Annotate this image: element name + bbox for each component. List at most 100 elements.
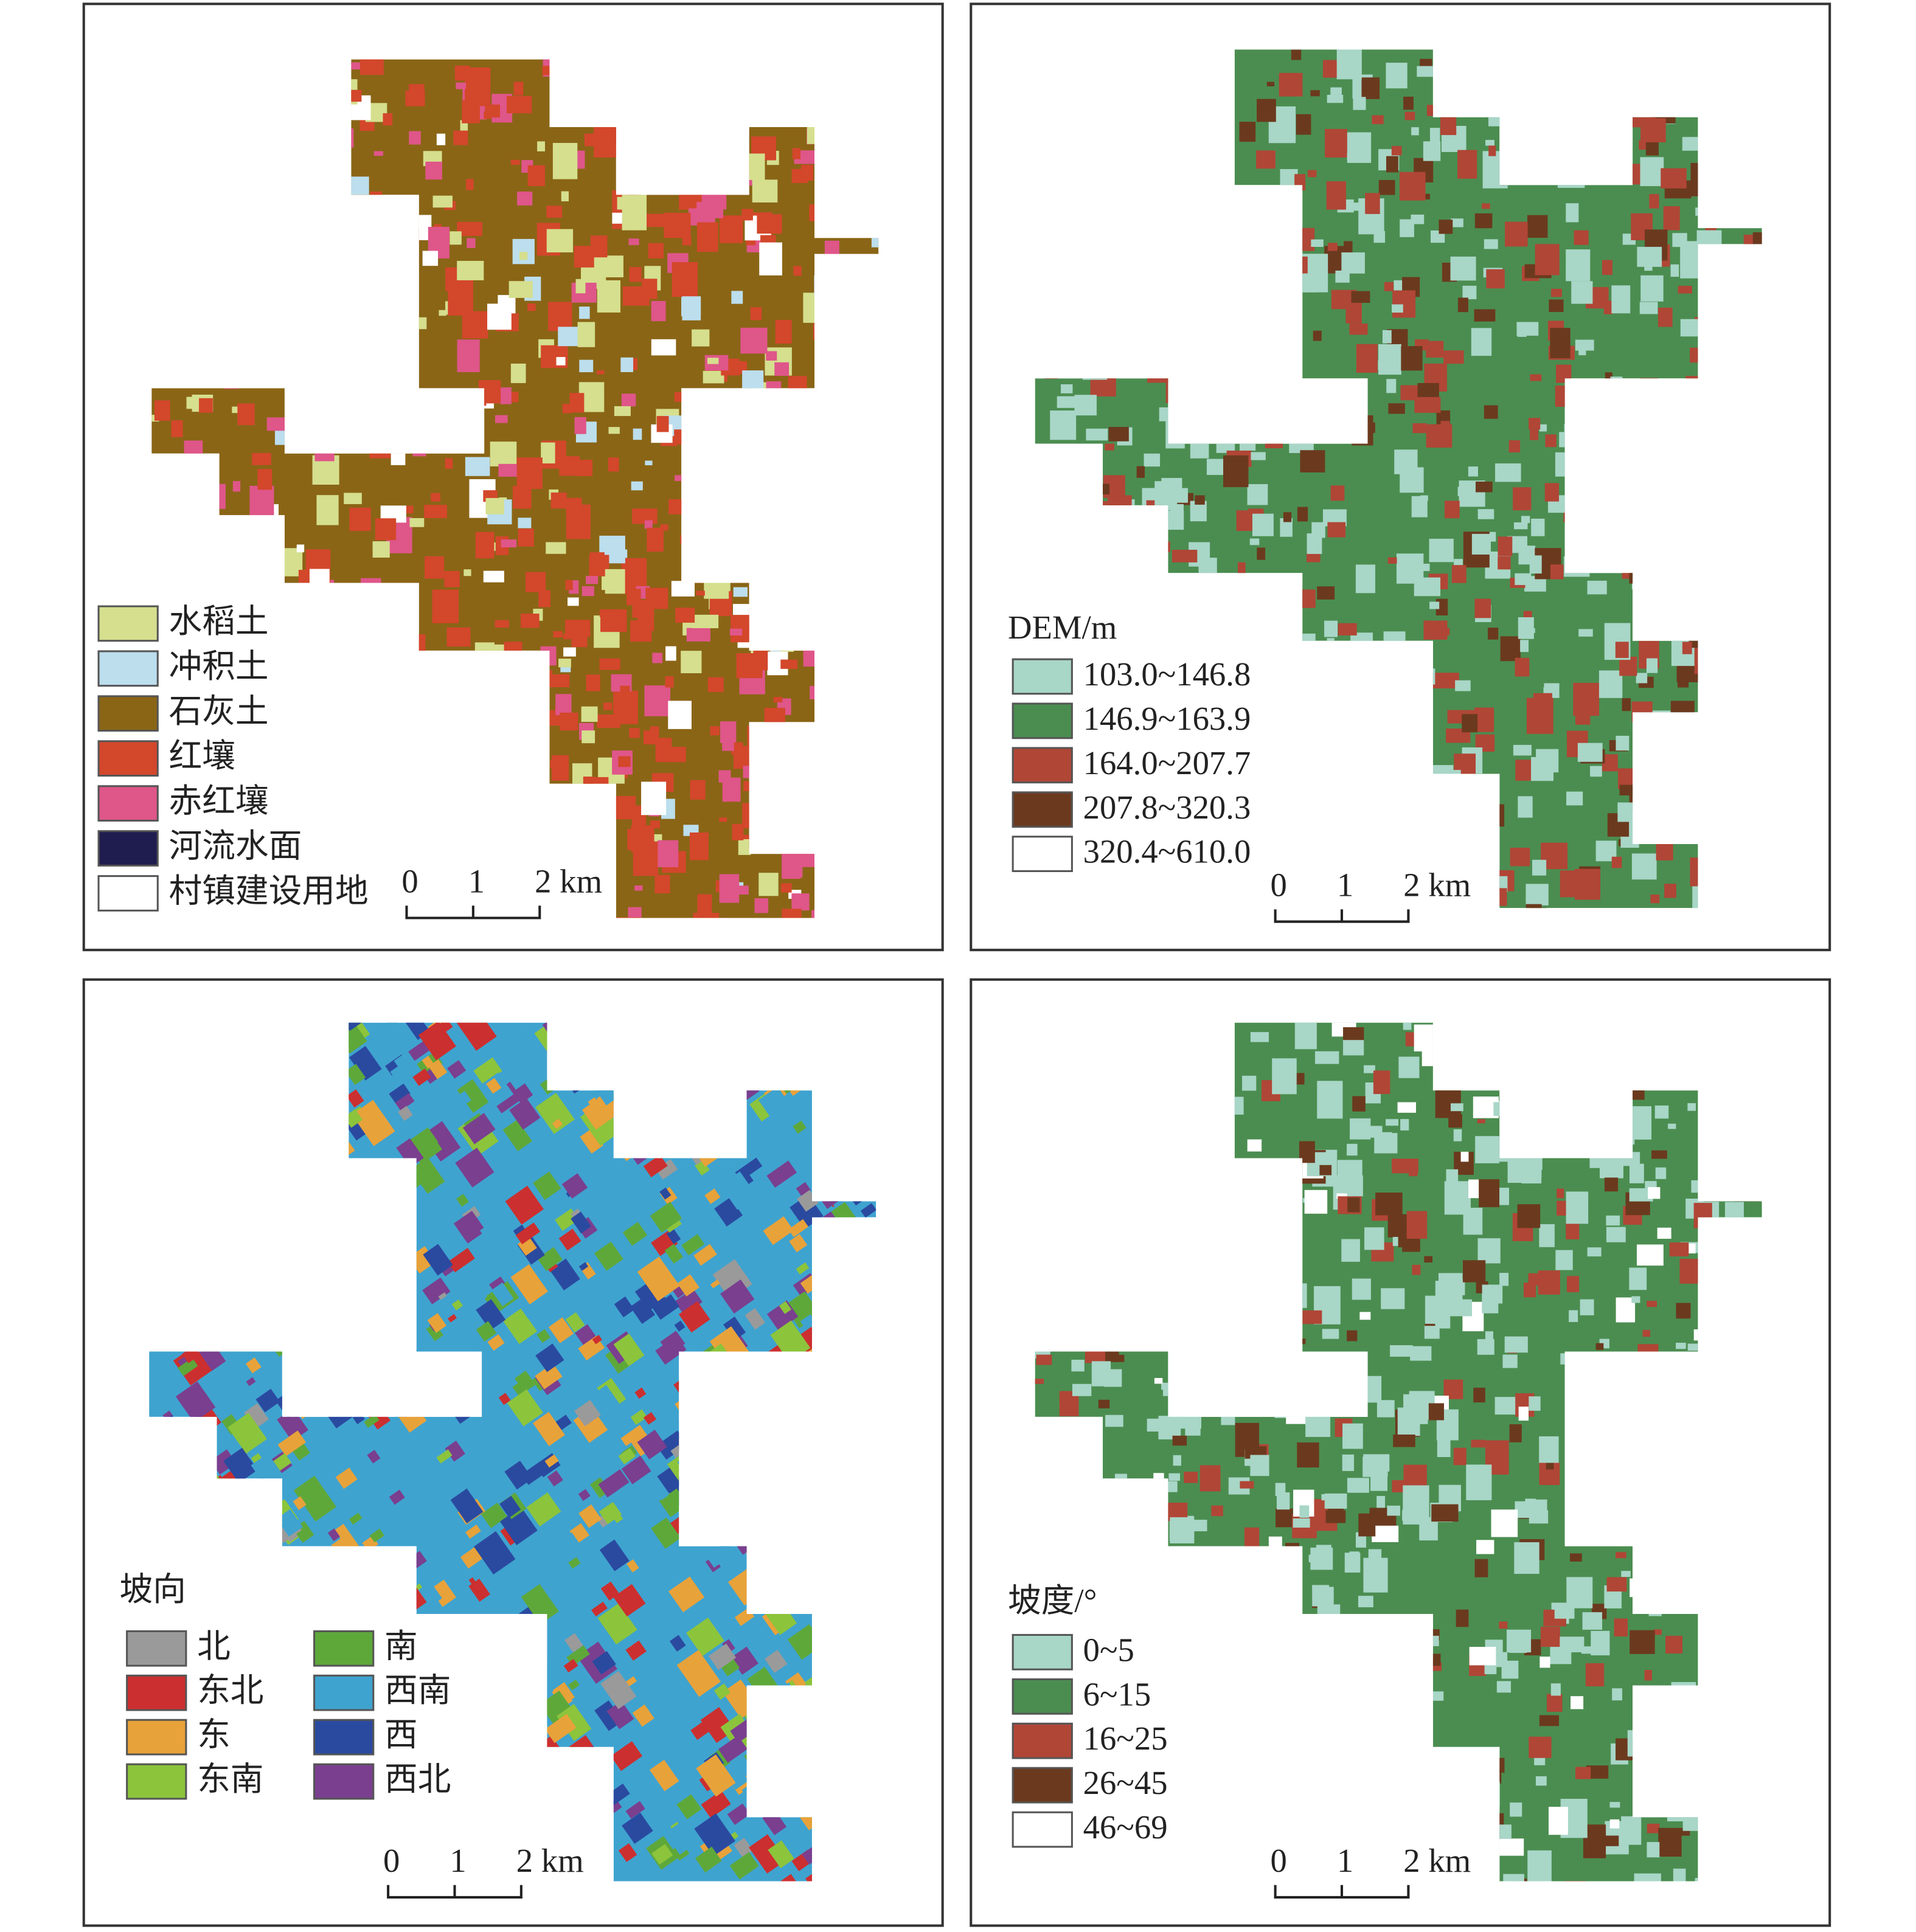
map-patch: [1651, 1150, 1667, 1159]
map-patch: [1609, 1819, 1620, 1829]
legend-swatch: [1012, 1633, 1073, 1671]
map-patch: [430, 1579, 457, 1607]
map-patch: [1280, 518, 1293, 537]
map-patch: [1279, 72, 1303, 97]
map-patch: [1167, 488, 1189, 503]
map-patch: [1471, 1439, 1486, 1448]
map-patch: [734, 1838, 753, 1858]
map-patch: [455, 1022, 497, 1051]
scale-bar: [1274, 909, 1410, 923]
map-patch: [599, 658, 620, 670]
map-patch: [1566, 791, 1583, 806]
map-patch: [674, 392, 682, 402]
map-patch: [1513, 744, 1532, 756]
map-patch: [1297, 1442, 1319, 1468]
map-patch: [669, 1635, 686, 1652]
map-patch: [749, 1160, 782, 1193]
map-patch: [675, 608, 695, 623]
map-patch: [1353, 97, 1366, 110]
map-patch: [1391, 146, 1402, 156]
map-patch: [569, 393, 585, 413]
map-patch: [589, 552, 605, 566]
map-patch: [1535, 244, 1560, 275]
map-patch: [1399, 171, 1426, 201]
map-patch: [1429, 538, 1454, 563]
map-patch: [406, 1040, 431, 1062]
map-patch: [1526, 698, 1553, 734]
map-patch: [722, 734, 734, 751]
map-patch: [766, 1160, 797, 1188]
map-patch: [1466, 1464, 1492, 1500]
map-patch: [1582, 1612, 1603, 1630]
map-patch: [1453, 1129, 1462, 1141]
map-patch: [1636, 673, 1648, 684]
legend-label: 冲积土: [169, 648, 269, 685]
map-patch: [252, 452, 271, 465]
map-patch: [468, 1578, 490, 1602]
map-patch: [696, 222, 718, 252]
map-patch: [1515, 657, 1530, 677]
map-patch: [805, 1869, 832, 1882]
map-patch: [1587, 580, 1607, 595]
map-patch: [779, 1301, 792, 1314]
map-patch: [677, 1274, 699, 1297]
map-patch: [1293, 1518, 1310, 1528]
map-patch: [1455, 680, 1471, 691]
map-patch: [714, 1197, 743, 1227]
map-patch: [462, 311, 488, 339]
legend-swatch: [97, 830, 159, 867]
map-patch: [335, 1467, 358, 1489]
map-patch: [1657, 307, 1673, 327]
map-patch: [555, 694, 572, 716]
map-patch: [1453, 1447, 1467, 1466]
map-patch: [1463, 1208, 1483, 1235]
map-patch: [560, 665, 571, 673]
map-patch: [538, 590, 550, 608]
map-patch: [651, 300, 666, 322]
legend-label: 东北: [197, 1672, 263, 1709]
map-patch: [580, 1128, 603, 1154]
map-patch: [793, 1120, 807, 1134]
map-patch: [367, 1450, 381, 1464]
scale-bar: [1274, 1885, 1410, 1899]
map-patch: [1521, 516, 1530, 524]
map-patch: [625, 1163, 657, 1196]
map-patch: [594, 1241, 623, 1271]
map-patch: [1322, 1329, 1339, 1339]
scale-bar: [405, 905, 541, 919]
map-patch: [1136, 466, 1145, 478]
map-patch: [766, 1300, 799, 1331]
map-patch: [1448, 1113, 1462, 1128]
map-patch: [509, 281, 533, 298]
map-patch: [481, 1502, 508, 1528]
scale-label: 0: [1271, 866, 1287, 903]
scale-label: 2 km: [535, 862, 602, 899]
map-patch: [1518, 1407, 1529, 1421]
map-patch: [1611, 856, 1622, 868]
map-patch: [1650, 894, 1660, 904]
map-patch: [758, 1086, 790, 1118]
map-patch: [1342, 1423, 1363, 1449]
map-patch: [1276, 1492, 1290, 1510]
map-patch: [1336, 49, 1362, 80]
map-patch: [1247, 484, 1268, 505]
map-patch: [563, 1658, 578, 1673]
map-patch: [1484, 1664, 1497, 1675]
map-patch: [613, 1513, 623, 1523]
map-patch: [1308, 1554, 1318, 1563]
map-patch: [649, 1759, 679, 1792]
map-patch: [1347, 1330, 1358, 1342]
map-patch: [676, 1794, 702, 1819]
legend-swatch: [97, 740, 159, 777]
legend-swatch: [1012, 1767, 1073, 1804]
legend-label: 西北: [384, 1761, 451, 1798]
map-patch: [1185, 1427, 1201, 1436]
map-patch: [1518, 796, 1533, 818]
legend-swatch: [1012, 791, 1073, 828]
map-patch: [1487, 628, 1499, 640]
map-patch: [1283, 512, 1292, 522]
map-patch: [793, 266, 802, 276]
map-patch: [1352, 1096, 1366, 1112]
map-patch: [720, 1657, 740, 1677]
legend-label: 北: [197, 1627, 231, 1664]
